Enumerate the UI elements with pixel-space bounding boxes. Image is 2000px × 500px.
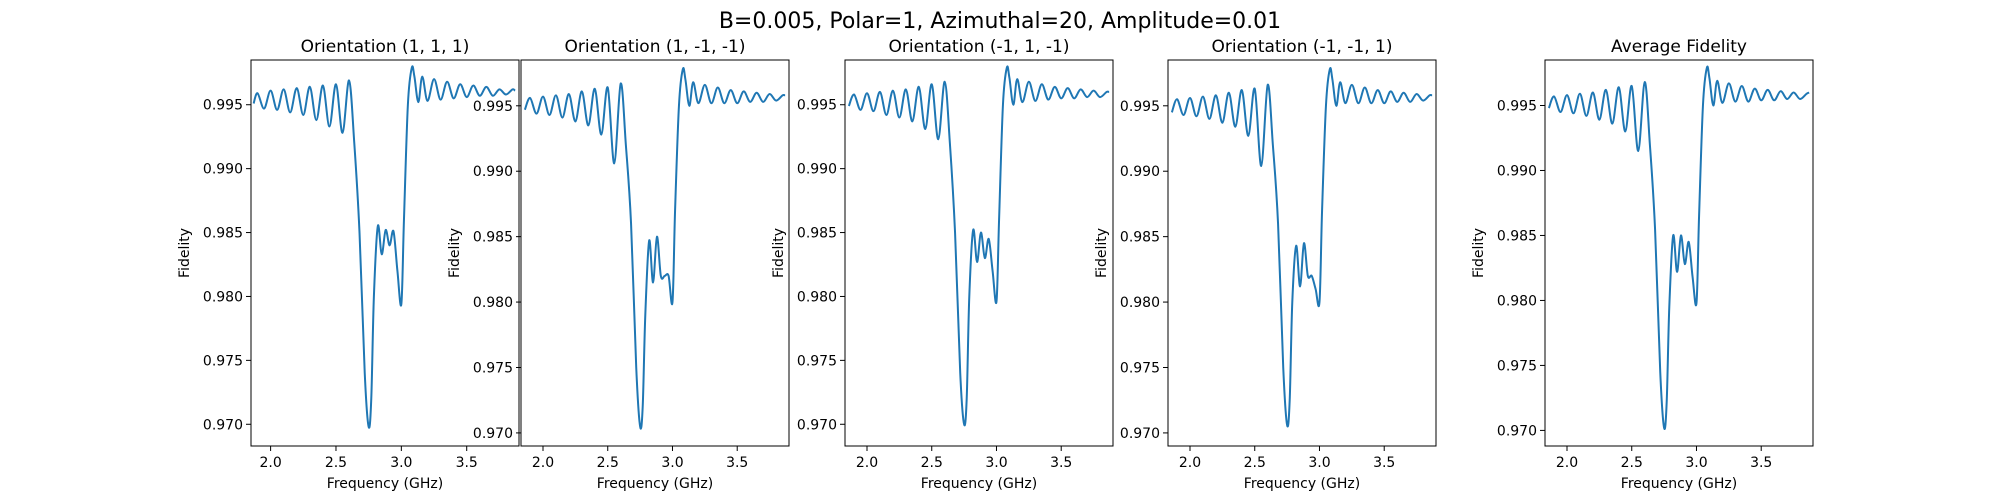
subplot-2-ytick-label: 0.980 [473, 295, 513, 311]
subplot-5-ytick-label: 0.980 [1497, 293, 1537, 309]
subplot-4-ytick-label: 0.975 [1120, 360, 1160, 376]
subplot-3-ylabel: Fidelity [771, 228, 787, 278]
subplot-2-ytick-label: 0.990 [473, 164, 513, 180]
subplot-3-xtick-label: 3.0 [985, 455, 1007, 471]
subplot-2-title: Orientation (1, -1, -1) [565, 37, 746, 57]
subplot-5-title: Average Fidelity [1611, 37, 1747, 57]
subplot-2-ytick-label: 0.995 [473, 99, 513, 115]
subplot-4-ytick-label: 0.990 [1120, 164, 1160, 180]
subplot-5-ytick-label: 0.990 [1497, 163, 1537, 179]
subplot-4-xlabel: Frequency (GHz) [1244, 476, 1360, 492]
subplot-2-series-line-1 [523, 67, 786, 430]
subplot-4-xtick-label: 2.5 [1244, 455, 1266, 471]
subplot-2-ylabel: Fidelity [447, 228, 463, 278]
subplot-5-xtick-label: 3.0 [1685, 455, 1707, 471]
subplot-3-xtick-label: 2.5 [921, 455, 943, 471]
subplot-2-ytick-label: 0.985 [473, 230, 513, 246]
subplot-1-xtick-label: 2.5 [325, 455, 347, 471]
figure-suptitle: B=0.005, Polar=1, Azimuthal=20, Amplitud… [719, 9, 1281, 34]
subplot-3-xtick-label: 2.0 [856, 455, 878, 471]
subplot-1-ylabel: Fidelity [177, 228, 193, 278]
subplot-3-series-line-1 [847, 65, 1110, 427]
subplot-2-ytick-label: 0.970 [473, 426, 513, 442]
subplot-5-series-line-1 [1547, 65, 1810, 430]
subplot-1-xtick-label: 3.5 [456, 455, 478, 471]
subplot-3-ytick-label: 0.995 [797, 98, 837, 114]
subplot-5-xtick-label: 2.0 [1556, 455, 1578, 471]
subplot-5-ytick-label: 0.975 [1497, 358, 1537, 374]
subplot-1-ytick-label: 0.995 [203, 98, 243, 114]
subplot-1-ytick-label: 0.975 [203, 353, 243, 369]
subplot-4-xtick-label: 2.0 [1179, 455, 1201, 471]
subplot-4-xtick-label: 3.0 [1308, 455, 1330, 471]
subplot-4-ytick-label: 0.985 [1120, 230, 1160, 246]
subplot-5-axes-frame [1544, 59, 1814, 447]
subplot-4-ylabel: Fidelity [1094, 228, 1110, 278]
subplot-3-xlabel: Frequency (GHz) [921, 476, 1037, 492]
subplot-3-ytick-label: 0.970 [797, 417, 837, 433]
subplot-1-series-line-1 [252, 65, 516, 429]
subplot-1-xtick-label: 3.0 [390, 455, 412, 471]
subplot-1-ytick-label: 0.980 [203, 289, 243, 305]
subplot-1-ytick-label: 0.990 [203, 162, 243, 178]
subplot-1-xlabel: Frequency (GHz) [327, 476, 443, 492]
subplot-2-xtick-label: 3.0 [661, 455, 683, 471]
subplot-1-title: Orientation (1, 1, 1) [301, 37, 470, 57]
subplot-3-ytick-label: 0.985 [797, 226, 837, 242]
subplot-1-axes-frame [250, 59, 520, 447]
subplot-4-axes-frame [1167, 59, 1437, 447]
subplot-3-ytick-label: 0.975 [797, 353, 837, 369]
subplot-5-xtick-label: 2.5 [1621, 455, 1643, 471]
subplot-2-xtick-label: 3.5 [726, 455, 748, 471]
subplot-1-xtick-label: 2.0 [259, 455, 281, 471]
subplot-4-ytick-label: 0.995 [1120, 99, 1160, 115]
subplot-4-xtick-label: 3.5 [1373, 455, 1395, 471]
subplot-2-xtick-label: 2.5 [597, 455, 619, 471]
subplot-4-title: Orientation (-1, -1, 1) [1212, 37, 1393, 57]
subplot-5-ytick-label: 0.985 [1497, 228, 1537, 244]
subplot-5-xtick-label: 3.5 [1750, 455, 1772, 471]
subplot-5-ytick-label: 0.995 [1497, 98, 1537, 114]
subplot-5-ytick-label: 0.970 [1497, 423, 1537, 439]
subplot-4-ytick-label: 0.970 [1120, 426, 1160, 442]
subplot-5-ylabel: Fidelity [1471, 228, 1487, 278]
subplot-3-ytick-label: 0.990 [797, 162, 837, 178]
subplot-2-ytick-label: 0.975 [473, 360, 513, 376]
subplot-5-xlabel: Frequency (GHz) [1621, 476, 1737, 492]
subplot-3-title: Orientation (-1, 1, -1) [889, 37, 1070, 57]
subplot-3-axes-frame [844, 59, 1114, 447]
subplot-4-ytick-label: 0.980 [1120, 295, 1160, 311]
subplot-3-ytick-label: 0.980 [797, 289, 837, 305]
subplot-2-xtick-label: 2.0 [532, 455, 554, 471]
subplot-2-xlabel: Frequency (GHz) [597, 476, 713, 492]
subplot-3-xtick-label: 3.5 [1050, 455, 1072, 471]
subplot-4-series-line-1 [1170, 67, 1433, 428]
subplot-2-axes-frame [520, 59, 790, 447]
subplot-1-ytick-label: 0.970 [203, 417, 243, 433]
subplot-1-ytick-label: 0.985 [203, 226, 243, 242]
